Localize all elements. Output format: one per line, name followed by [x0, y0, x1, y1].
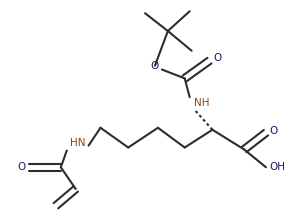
Text: NH: NH — [194, 98, 209, 108]
Text: OH: OH — [270, 162, 286, 172]
Text: O: O — [213, 53, 222, 63]
Text: O: O — [17, 162, 25, 172]
Text: O: O — [151, 61, 159, 71]
Text: HN: HN — [70, 138, 85, 148]
Text: O: O — [270, 126, 278, 136]
